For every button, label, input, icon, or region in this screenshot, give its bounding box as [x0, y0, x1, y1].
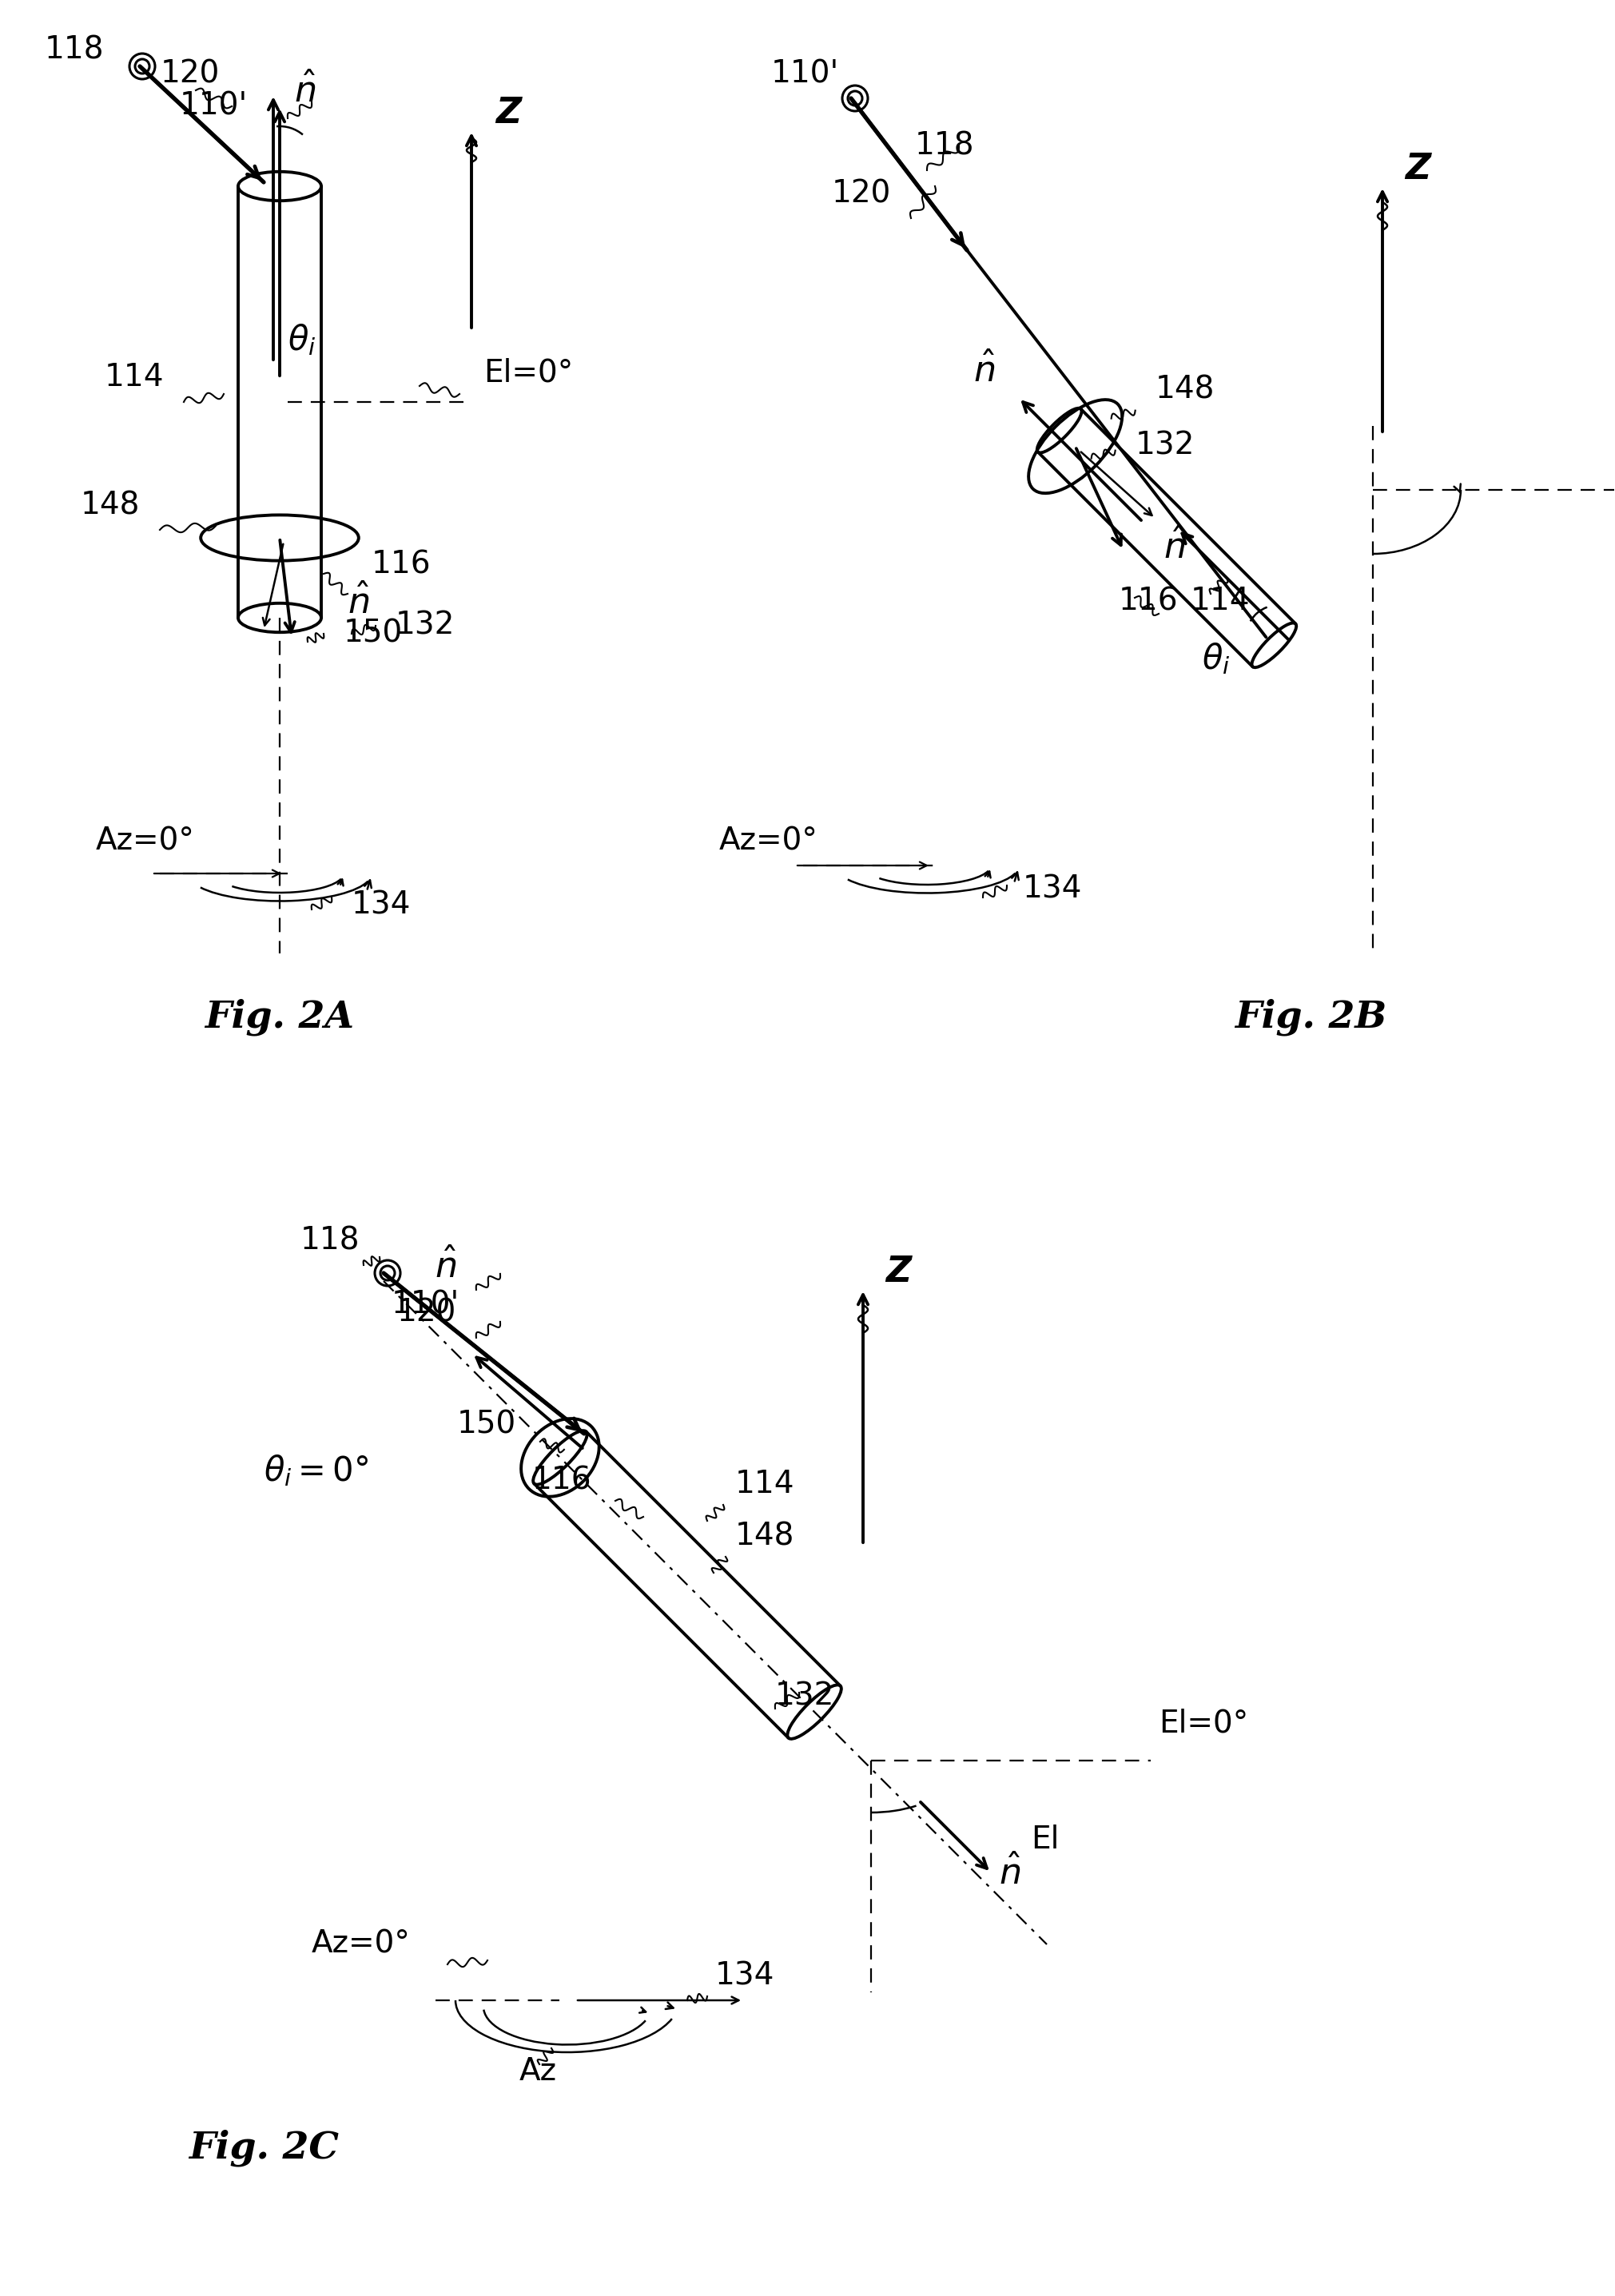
Text: El=0°: El=0° — [1158, 1708, 1248, 1738]
Text: $\theta_i=0°$: $\theta_i=0°$ — [263, 1453, 368, 1488]
Text: 134: 134 — [352, 889, 412, 921]
Text: Z: Z — [1405, 152, 1431, 186]
Text: 114: 114 — [735, 1469, 795, 1499]
Text: 110': 110' — [179, 90, 249, 122]
Text: Fig. 2B: Fig. 2B — [1234, 999, 1387, 1035]
Text: Fig. 2A: Fig. 2A — [205, 999, 354, 1035]
Text: 150: 150 — [457, 1410, 517, 1440]
Text: 148: 148 — [81, 489, 141, 521]
Text: 150: 150 — [344, 618, 404, 647]
Text: $\hat{n}$: $\hat{n}$ — [434, 1249, 455, 1286]
Text: El=0°: El=0° — [483, 358, 573, 388]
Text: 114: 114 — [105, 363, 163, 393]
Text: $\hat{n}$: $\hat{n}$ — [1000, 1855, 1021, 1892]
Text: $\hat{n}$: $\hat{n}$ — [294, 73, 317, 110]
Text: 114: 114 — [1190, 585, 1250, 615]
Text: 134: 134 — [715, 1961, 775, 1991]
Text: $\theta_i$: $\theta_i$ — [287, 321, 317, 358]
Text: Az=0°: Az=0° — [95, 827, 195, 856]
Text: 120: 120 — [160, 57, 220, 90]
Text: Z: Z — [496, 96, 522, 131]
Text: Fig. 2C: Fig. 2C — [189, 2131, 339, 2167]
Text: 120: 120 — [397, 1297, 455, 1327]
Text: 116: 116 — [1119, 585, 1179, 615]
Text: 132: 132 — [1135, 429, 1195, 461]
Text: 148: 148 — [735, 1520, 795, 1552]
Text: Z: Z — [885, 1254, 911, 1288]
Text: 116: 116 — [371, 549, 431, 581]
Text: Az=0°: Az=0° — [719, 827, 819, 856]
Text: 132: 132 — [775, 1681, 835, 1711]
Text: 110': 110' — [770, 57, 840, 90]
Text: 116: 116 — [531, 1465, 591, 1495]
Text: Az=0°: Az=0° — [312, 1929, 410, 1958]
Text: El: El — [1030, 1825, 1059, 1855]
Text: 120: 120 — [832, 179, 891, 209]
Text: 118: 118 — [300, 1226, 360, 1256]
Text: $\hat{n}$: $\hat{n}$ — [347, 585, 370, 620]
Text: $\hat{n}$: $\hat{n}$ — [974, 354, 995, 390]
Text: $\theta_i$: $\theta_i$ — [1202, 641, 1231, 677]
Text: $\hat{n}$: $\hat{n}$ — [1163, 528, 1185, 565]
Text: 132: 132 — [396, 611, 455, 641]
Text: 148: 148 — [1155, 374, 1214, 404]
Text: 110': 110' — [391, 1288, 460, 1320]
Text: 134: 134 — [1022, 872, 1082, 905]
Text: 118: 118 — [44, 34, 103, 64]
Text: Az: Az — [520, 2057, 557, 2087]
Text: 118: 118 — [916, 131, 974, 161]
